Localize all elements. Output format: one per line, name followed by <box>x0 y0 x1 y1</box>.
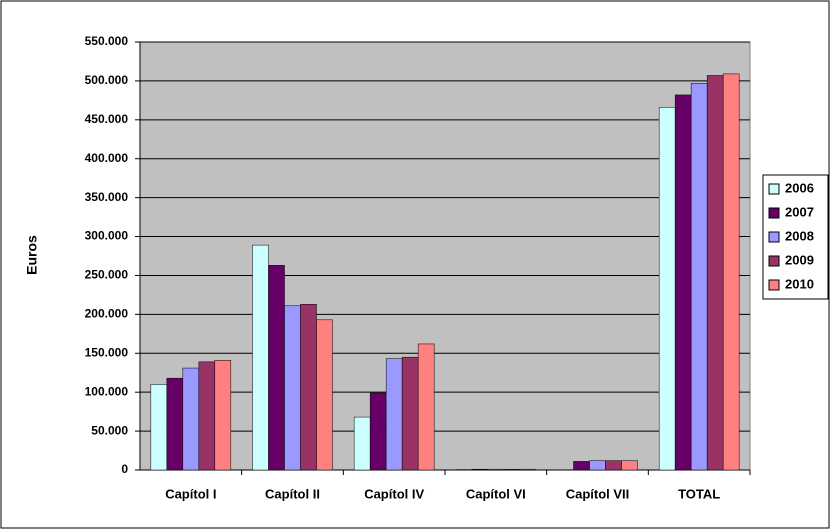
bar <box>471 468 489 471</box>
bar <box>690 82 708 471</box>
y-axis-label: Euros <box>24 235 40 275</box>
bar <box>214 360 232 471</box>
bar <box>353 416 371 471</box>
bar <box>150 384 168 471</box>
y-tick-label: 550.000 <box>85 34 129 48</box>
bar <box>401 356 419 471</box>
x-tick-label: TOTAL <box>678 486 720 501</box>
bar <box>369 392 387 471</box>
legend-label: 2010 <box>785 276 814 291</box>
plot-area <box>139 41 751 471</box>
y-tick-label: 100.000 <box>85 384 129 398</box>
bar <box>198 361 216 471</box>
y-tick-label: 0 <box>121 462 128 476</box>
bar <box>706 75 724 471</box>
bar <box>417 343 435 471</box>
y-tick-label: 400.000 <box>85 151 129 165</box>
bar <box>503 468 521 471</box>
bar <box>589 460 606 471</box>
y-tick-label: 150.000 <box>85 345 129 359</box>
legend-swatch <box>768 279 780 291</box>
legend-swatch <box>768 207 780 219</box>
bar <box>300 303 317 471</box>
x-tick-label: Capítol VI <box>466 486 526 501</box>
x-tick-label: Capítol II <box>265 486 320 501</box>
bar <box>573 461 590 471</box>
bar <box>252 244 269 471</box>
y-tick-label: 350.000 <box>85 190 129 204</box>
x-tick-label: Capítol IV <box>364 486 424 501</box>
y-tick-label: 200.000 <box>85 307 129 321</box>
legend-label: 2006 <box>785 180 814 195</box>
bar <box>674 94 692 471</box>
bar <box>722 73 740 471</box>
legend-swatch <box>768 183 780 195</box>
bar <box>658 107 676 471</box>
x-tick-label: Capítol VII <box>566 486 630 501</box>
x-tick-label: Capítol I <box>165 486 216 501</box>
bar <box>487 468 505 471</box>
y-tick-label: 250.000 <box>85 268 129 282</box>
legend-label: 2008 <box>785 228 814 243</box>
bar <box>316 319 333 471</box>
legend-swatch <box>768 231 780 243</box>
bar <box>621 460 638 471</box>
bar <box>284 305 301 471</box>
bar <box>166 377 184 471</box>
legend-label: 2007 <box>785 204 814 219</box>
y-tick-label: 450.000 <box>85 112 129 126</box>
y-tick-label: 50.000 <box>91 423 128 437</box>
legend-swatch <box>768 255 780 267</box>
y-tick-label: 300.000 <box>85 229 129 243</box>
legend-label: 2009 <box>785 252 814 267</box>
bar <box>268 265 285 471</box>
bar <box>519 468 537 471</box>
bar <box>385 358 403 471</box>
y-tick-label: 500.000 <box>85 73 129 87</box>
bar <box>605 460 622 471</box>
bar <box>182 367 200 471</box>
